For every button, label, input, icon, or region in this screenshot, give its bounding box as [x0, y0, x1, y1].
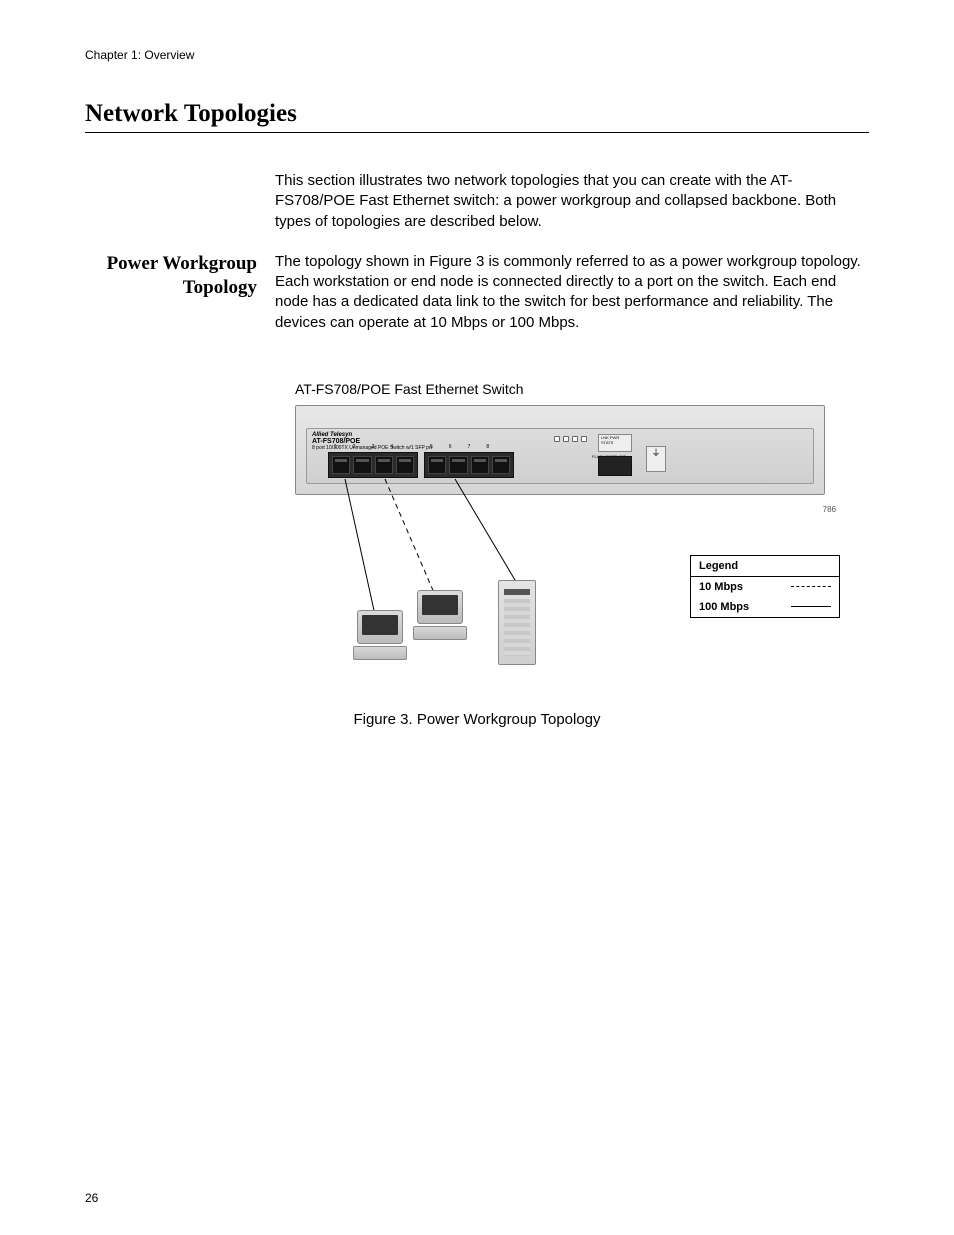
- status-panel: LNK PWR STATS: [598, 434, 632, 452]
- intro-row: This section illustrates two network top…: [85, 171, 869, 232]
- server-tower: [498, 580, 536, 665]
- port-numbers-b: 5 6 7 8: [430, 444, 489, 450]
- port-block-2: [424, 452, 514, 478]
- port-block-1: [328, 452, 418, 478]
- cable-1: [345, 479, 375, 615]
- ethernet-switch: Allied Telesyn AT-FS708/POE 8 port 10/10…: [295, 405, 825, 495]
- legend-solid-line-icon: [791, 606, 831, 607]
- cable-2: [385, 479, 435, 595]
- page: Chapter 1: Overview Network Topologies T…: [0, 0, 954, 1235]
- figure-ref-number: 786: [823, 505, 836, 514]
- side-heading: Power Workgroup Topology: [85, 252, 257, 301]
- intro-paragraph: This section illustrates two network top…: [275, 171, 869, 232]
- legend-dashed-line-icon: [791, 586, 831, 587]
- sfp-slot: [598, 456, 632, 476]
- figure-caption: Figure 3. Power Workgroup Topology: [85, 711, 869, 728]
- legend-box: Legend 10 Mbps 100 Mbps: [690, 555, 840, 618]
- ground-icon: ⏚: [646, 446, 666, 472]
- legend-title: Legend: [691, 556, 839, 577]
- section-heading: Network Topologies: [85, 100, 869, 133]
- body-paragraph: The topology shown in Figure 3 is common…: [275, 252, 869, 333]
- workstation-2: [410, 590, 470, 640]
- page-number: 26: [85, 1191, 98, 1205]
- workstation-1: [350, 610, 410, 660]
- figure-label: AT-FS708/POE Fast Ethernet Switch: [295, 381, 869, 397]
- figure-diagram: Allied Telesyn AT-FS708/POE 8 port 10/10…: [295, 405, 840, 695]
- topology-row: Power Workgroup Topology The topology sh…: [85, 252, 869, 333]
- legend-row-100mbps: 100 Mbps: [691, 597, 839, 617]
- led-panel: [554, 436, 594, 444]
- port-numbers-a: 1 2 3 4: [334, 444, 393, 450]
- chapter-header: Chapter 1: Overview: [85, 48, 869, 62]
- legend-row-10mbps: 10 Mbps: [691, 577, 839, 597]
